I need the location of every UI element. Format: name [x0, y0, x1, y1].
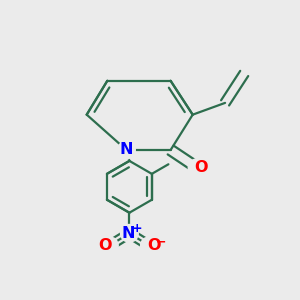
Text: N: N: [120, 142, 133, 158]
Circle shape: [100, 237, 118, 254]
Circle shape: [118, 141, 135, 159]
Circle shape: [121, 224, 138, 242]
Circle shape: [188, 159, 206, 176]
Text: O: O: [194, 160, 208, 175]
Text: N: N: [121, 226, 135, 241]
Text: O: O: [98, 238, 112, 253]
Text: +: +: [131, 222, 142, 236]
Circle shape: [141, 237, 158, 254]
Text: O: O: [147, 238, 160, 253]
Text: −: −: [155, 236, 166, 248]
